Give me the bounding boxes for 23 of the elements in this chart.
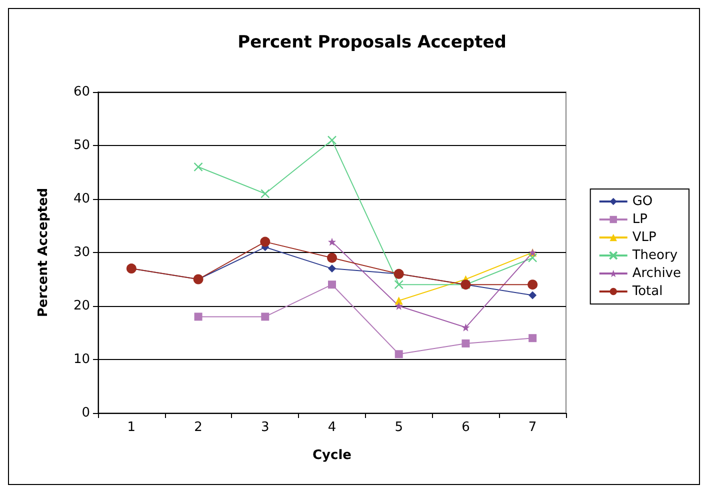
y-tick-label: 10 xyxy=(73,352,90,367)
legend-label: Archive xyxy=(632,266,682,281)
legend-label: Total xyxy=(631,284,663,299)
y-tick-label: 40 xyxy=(73,192,90,206)
x-axis-title: Cycle xyxy=(312,448,352,463)
y-tick-label: 30 xyxy=(73,245,90,260)
x-tick-label: 5 xyxy=(394,420,403,435)
x-tick-label: 1 xyxy=(127,420,136,435)
y-axis-title: Percent Accepted xyxy=(36,188,51,318)
y-tick-label: 0 xyxy=(82,406,90,420)
y-tick-label: 20 xyxy=(73,298,90,314)
legend-label: LP xyxy=(632,212,648,227)
y-tick-label: 60 xyxy=(73,84,90,100)
x-tick-label: 3 xyxy=(261,420,270,435)
legend-label: GO xyxy=(632,194,653,209)
x-tick-label: 7 xyxy=(528,420,537,435)
legend-label: Theory xyxy=(631,248,678,263)
chart-title: Percent Proposals Accepted xyxy=(238,32,506,52)
x-tick-label: 6 xyxy=(462,420,470,435)
x-tick-label: 4 xyxy=(328,420,336,435)
y-tick-label: 50 xyxy=(73,138,90,153)
x-tick-label: 2 xyxy=(194,420,202,435)
legend-label: VLP xyxy=(632,230,656,245)
